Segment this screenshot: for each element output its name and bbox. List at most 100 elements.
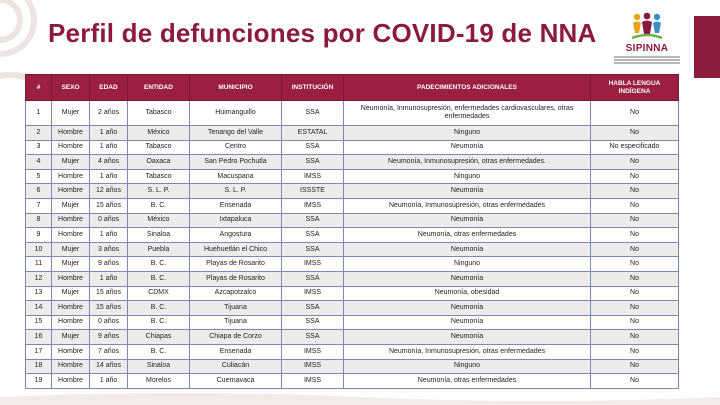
header-number: # bbox=[25, 74, 52, 101]
table-row: 7 Mujer 15 años B. C. Ensenada IMSS Neumonía, … bbox=[25, 197, 679, 214]
cell-lengua-indigena: No bbox=[590, 183, 679, 199]
cell-number: 15 bbox=[25, 314, 52, 331]
cell-number: 4 bbox=[25, 154, 52, 170]
page-title: Perfil de defunciones por COVID-19 de NN… bbox=[48, 18, 597, 48]
cell-number: 13 bbox=[25, 285, 52, 302]
cell-entidad: B. C. bbox=[127, 314, 190, 331]
cell-entidad: Oaxaca bbox=[127, 154, 190, 170]
cell-entidad: B. C. bbox=[127, 343, 190, 360]
cell-municipio: Ensenada bbox=[189, 197, 282, 214]
header-padecimientos: PADECIMIENTOS ADICIONALES bbox=[343, 74, 591, 101]
cell-sexo: Hombre bbox=[51, 314, 90, 331]
cell-institucion: SSA bbox=[281, 300, 344, 316]
cell-sexo: Mujer bbox=[51, 256, 90, 272]
cell-entidad: B. C. bbox=[127, 300, 190, 316]
cell-municipio: Huehuetlán el Chico bbox=[189, 241, 282, 258]
table-row: 15 Hombre 0 años B. C. Tijuana SSA Neumonía No bbox=[25, 314, 679, 331]
logo-text: SIPINNA bbox=[625, 43, 669, 54]
cell-municipio: Ensenada bbox=[189, 343, 282, 360]
header-institucion: INSTITUCIÓN bbox=[281, 74, 344, 101]
cell-padecimientos: Neumonía, otras enfermedades bbox=[343, 373, 591, 389]
cell-institucion: SSA bbox=[281, 100, 344, 126]
table-row: 16 Mujer 9 años Chiapas Chiapa de Corzo SSA Ne… bbox=[25, 329, 679, 345]
cell-lengua-indigena: No bbox=[590, 270, 679, 287]
cell-edad: 1 año bbox=[89, 139, 128, 156]
cell-institucion: SSA bbox=[281, 270, 344, 287]
cell-entidad: CDMX bbox=[127, 285, 190, 302]
cell-number: 2 bbox=[25, 125, 52, 141]
cell-municipio: Tenango del Valle bbox=[189, 125, 282, 141]
cell-number: 8 bbox=[25, 212, 52, 229]
cell-municipio: Culiacán bbox=[189, 358, 282, 375]
cell-edad: 15 años bbox=[89, 285, 128, 302]
table-row: 6 Hombre 12 años S. L. P. S. L. P. ISSSTE Neum… bbox=[25, 183, 679, 199]
cell-municipio: Centro bbox=[189, 139, 282, 156]
cell-number: 9 bbox=[25, 227, 52, 243]
cell-edad: 9 años bbox=[89, 329, 128, 345]
cell-number: 12 bbox=[25, 270, 52, 287]
table-row: 4 Mujer 4 años Oaxaca San Pedro Pochutla SSA N… bbox=[25, 154, 679, 170]
cell-edad: 15 años bbox=[89, 197, 128, 214]
cell-institucion: SSA bbox=[281, 241, 344, 258]
cell-number: 3 bbox=[25, 139, 52, 156]
cell-sexo: Hombre bbox=[51, 183, 90, 199]
cell-edad: 1 año bbox=[89, 373, 128, 389]
table-row: 19 Hombre 1 año Morelos Cuernavaca IMSS Neumon… bbox=[25, 373, 679, 389]
cell-padecimientos: Ninguno bbox=[343, 358, 591, 375]
header-lengua-indigena: HABLA LENGUA INDÍGENA bbox=[590, 74, 679, 101]
cell-number: 7 bbox=[25, 197, 52, 214]
cell-padecimientos: Ninguno bbox=[343, 256, 591, 272]
sipinna-children-icon bbox=[631, 12, 663, 40]
cell-institucion: SSA bbox=[281, 227, 344, 243]
cell-sexo: Hombre bbox=[51, 125, 90, 141]
cell-edad: 15 años bbox=[89, 300, 128, 316]
cell-institucion: ISSSTE bbox=[281, 183, 344, 199]
cell-municipio: Ixtapaluca bbox=[189, 212, 282, 229]
cell-edad: 0 años bbox=[89, 314, 128, 331]
cell-number: 16 bbox=[25, 329, 52, 345]
cell-sexo: Mujer bbox=[51, 285, 90, 302]
cell-entidad: Tabasco bbox=[127, 139, 190, 156]
cell-edad: 7 años bbox=[89, 343, 128, 360]
cell-municipio: S. L. P. bbox=[189, 183, 282, 199]
cell-edad: 14 años bbox=[89, 358, 128, 375]
cell-lengua-indigena: No bbox=[590, 373, 679, 389]
cell-lengua-indigena: No bbox=[590, 358, 679, 375]
cell-municipio: Angostura bbox=[189, 227, 282, 243]
cell-number: 6 bbox=[25, 183, 52, 199]
cell-lengua-indigena: No bbox=[590, 343, 679, 360]
cell-lengua-indigena: No bbox=[590, 100, 679, 126]
cell-institucion: SSA bbox=[281, 314, 344, 331]
cell-padecimientos: Neumonía bbox=[343, 314, 591, 331]
header-municipio: MUNICIPIO bbox=[189, 74, 282, 101]
cell-entidad: Chiapas bbox=[127, 329, 190, 345]
cell-institucion: IMSS bbox=[281, 358, 344, 375]
table-header-row: # SEXO EDAD ENTIDAD MUNICIPIO INSTITUCIÓ… bbox=[25, 74, 679, 101]
cell-municipio: San Pedro Pochutla bbox=[189, 154, 282, 170]
table-row: 10 Mujer 3 años Puebla Huehuetlán el Chico SS… bbox=[25, 241, 679, 258]
cell-padecimientos: Neumonía bbox=[343, 139, 591, 156]
cell-lengua-indigena: No bbox=[590, 212, 679, 229]
cell-entidad: S. L. P. bbox=[127, 183, 190, 199]
cell-institucion: SSA bbox=[281, 154, 344, 170]
cell-institucion: SSA bbox=[281, 139, 344, 156]
cell-entidad: Tabasco bbox=[127, 100, 190, 126]
cell-padecimientos: Neumonía, Inmunosupresión, enfermedades … bbox=[343, 100, 591, 126]
cell-lengua-indigena: No bbox=[590, 285, 679, 302]
cell-lengua-indigena: No bbox=[590, 227, 679, 243]
cell-padecimientos: Neumonía bbox=[343, 212, 591, 229]
header-edad: EDAD bbox=[89, 74, 128, 101]
cell-lengua-indigena: No bbox=[590, 256, 679, 272]
sipinna-logo: SIPINNA bbox=[606, 12, 688, 72]
table-row: 9 Hombre 1 año Sinaloa Angostura SSA Neumonía,… bbox=[25, 227, 679, 243]
cell-institucion: IMSS bbox=[281, 168, 344, 185]
cell-sexo: Hombre bbox=[51, 227, 90, 243]
table-row: 3 Hombre 1 año Tabasco Centro SSA Neumonía No e… bbox=[25, 139, 679, 156]
cell-municipio: Playas de Rosarito bbox=[189, 270, 282, 287]
cell-lengua-indigena: No bbox=[590, 241, 679, 258]
cell-padecimientos: Neumonía bbox=[343, 270, 591, 287]
cell-municipio: Tijuana bbox=[189, 314, 282, 331]
cell-edad: 3 años bbox=[89, 241, 128, 258]
cell-entidad: Puebla bbox=[127, 241, 190, 258]
cell-institucion: IMSS bbox=[281, 343, 344, 360]
